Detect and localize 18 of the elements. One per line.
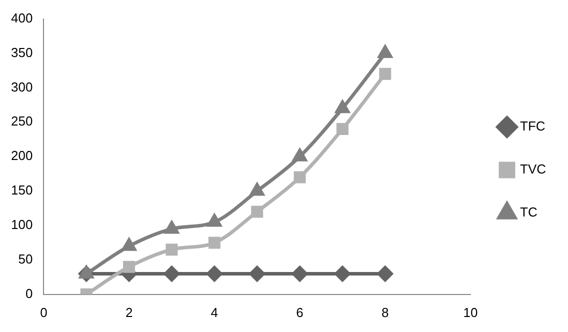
y-tick-label: 200 <box>10 148 33 164</box>
legend-label: TVC <box>520 162 546 177</box>
x-tick-label: 4 <box>210 304 218 320</box>
x-tick-label: 2 <box>125 304 133 320</box>
y-tick-label: 150 <box>10 182 33 198</box>
y-tick-label: 250 <box>10 114 33 129</box>
y-tick-label: 0 <box>25 286 33 301</box>
legend-label: TFC <box>520 118 546 134</box>
legend-label: TC <box>520 204 538 220</box>
y-tick-label: 300 <box>10 79 33 94</box>
x-tick-label: 10 <box>463 304 478 320</box>
x-tick-label: 8 <box>382 304 389 320</box>
y-tick-label: 50 <box>18 252 33 267</box>
y-tick-label: 350 <box>10 44 33 60</box>
x-tick-label: 6 <box>296 304 304 320</box>
y-tick-label: 100 <box>10 217 33 232</box>
x-tick-label: 0 <box>40 304 48 320</box>
y-tick-label: 400 <box>10 10 33 26</box>
